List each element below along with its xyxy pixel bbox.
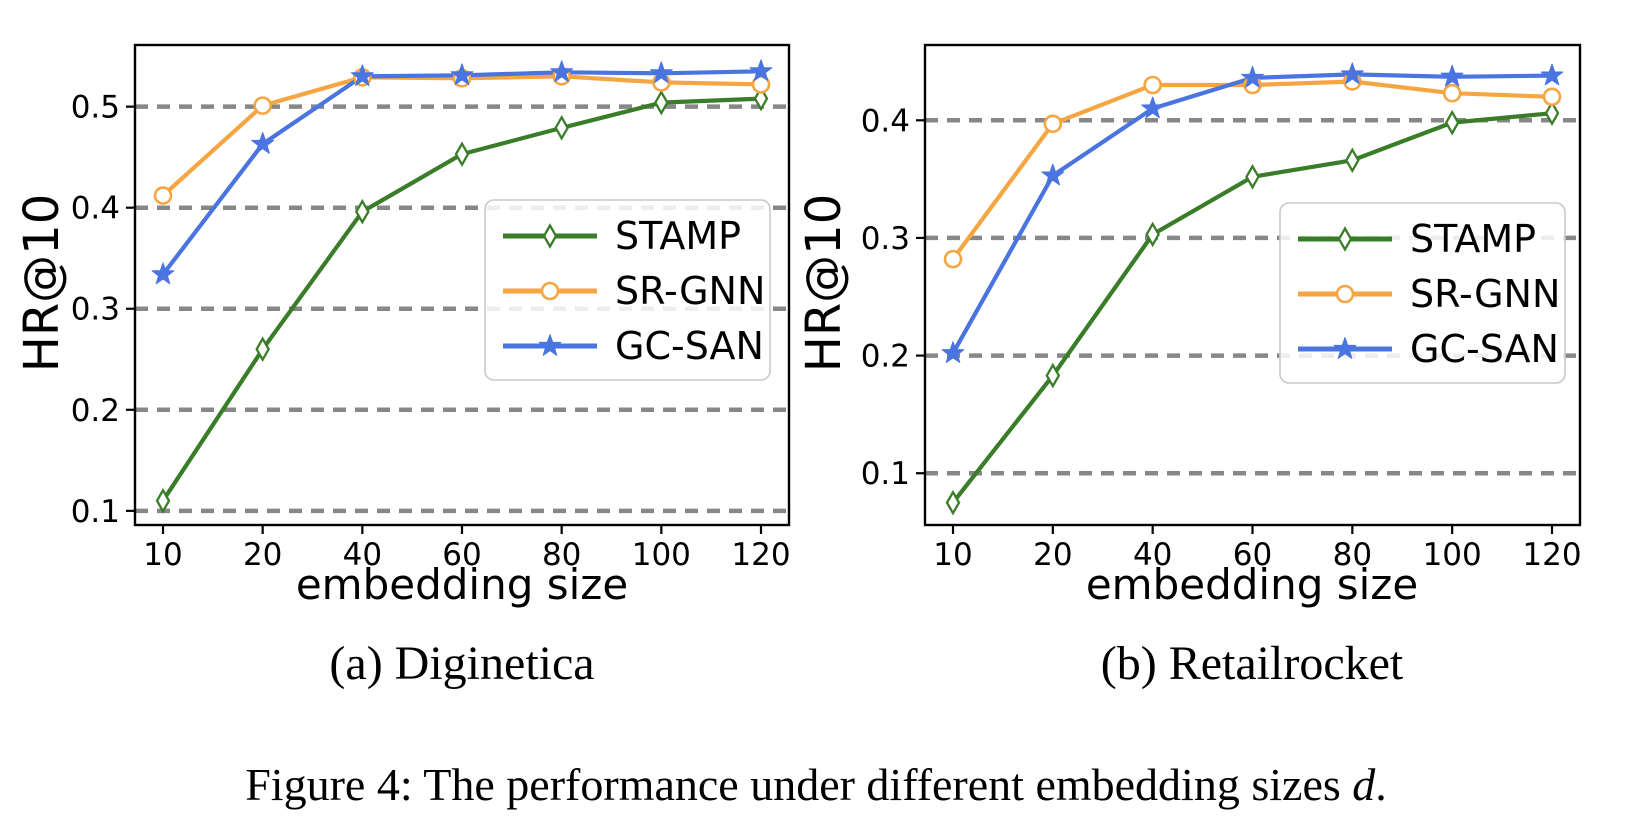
marker-star: [1333, 337, 1357, 359]
x-tick-label: 120: [1522, 537, 1581, 573]
panel-b: HR@10 10 20 40 60 80 100 120 0.1 0.2 0.3 0.4 STAMP S…: [796, 0, 1632, 836]
marker-diamond: [654, 89, 669, 116]
x-tick-label: 100: [632, 537, 691, 573]
marker-diamond: [1045, 362, 1061, 389]
x-axis-label-a: embedding size: [295, 560, 629, 609]
y-tick-label: 0.4: [861, 103, 910, 139]
marker-star: [1540, 63, 1564, 86]
marker-diamond: [1444, 109, 1460, 136]
x-tick-label: 100: [1423, 537, 1482, 573]
marker-diamond: [355, 198, 370, 225]
legend-label: STAMP: [1410, 217, 1536, 261]
marker-diamond: [945, 489, 961, 516]
marker-diamond: [1145, 221, 1160, 248]
x-tick-label: 40: [343, 537, 382, 573]
y-tick-label: 0.1: [71, 494, 120, 530]
y-tick-label: 0.1: [861, 456, 910, 492]
legend-box: [484, 199, 771, 381]
x-tick-label: 10: [933, 537, 972, 573]
marker-circle: [1143, 75, 1162, 95]
legend-label: GC-SAN: [615, 324, 764, 368]
subcaption-a: (a) Diginetica: [329, 637, 595, 690]
x-tick-label: 40: [1133, 537, 1172, 573]
x-tick-label: 10: [143, 537, 182, 573]
marker-diamond: [255, 336, 270, 362]
y-tick-label: 0.5: [71, 90, 120, 126]
line-chart-retailrocket: 10 20 40 60 80 100 120 0.1 0.2 0.3 0.4 STAMP SR-GNN G…: [861, 43, 1582, 573]
x-axis-label-b: embedding size: [1085, 560, 1419, 609]
marker-star: [350, 64, 374, 87]
marker-star: [550, 60, 574, 83]
x-tick-label: 60: [1233, 537, 1272, 573]
marker-circle: [253, 96, 272, 115]
marker-circle: [1043, 114, 1063, 134]
y-tick-label: 0.2: [861, 339, 910, 375]
marker-circle: [540, 281, 560, 301]
marker-diamond: [155, 487, 171, 514]
figure-caption-variable: d: [1352, 759, 1376, 810]
marker-diamond: [454, 141, 470, 167]
y-tick-label: 0.3: [71, 292, 120, 328]
marker-star: [649, 61, 673, 84]
marker-diamond: [1345, 147, 1360, 174]
marker-diamond: [1337, 226, 1353, 252]
marker-star: [749, 59, 773, 82]
panel-a: HR@10 10 20 40 60 80 100 120 0.1 0.2 0.3 0.4 0.5 STA…: [14, 43, 791, 690]
subcaption-b: (b) Retailrocket: [1100, 637, 1404, 690]
x-tick-label: 120: [731, 537, 790, 573]
line-chart-diginetica: 10 20 40 60 80 100 120 0.1 0.2 0.3 0.4 0.5 STAMP SR-G…: [71, 43, 791, 573]
marker-star: [251, 132, 275, 154]
marker-diamond: [753, 85, 769, 112]
y-tick-label: 0.3: [861, 221, 910, 257]
marker-star: [941, 341, 965, 363]
marker-star: [1041, 163, 1065, 186]
figure-caption-text: Figure 4: The performance under differen…: [245, 759, 1353, 810]
marker-star: [1440, 64, 1464, 87]
marker-circle: [1335, 284, 1355, 304]
x-tick-label: 20: [1033, 537, 1072, 573]
figure-caption: Figure 4: The performance under differen…: [245, 758, 1387, 811]
legend-label: STAMP: [615, 214, 741, 258]
x-tick-label: 20: [243, 537, 282, 573]
marker-diamond: [1544, 100, 1560, 127]
legend: STAMP SR-GNN GC-SAN: [484, 199, 771, 381]
marker-circle: [1442, 83, 1462, 103]
marker-star: [151, 262, 175, 285]
series-line-sr-gnn: [160, 74, 764, 198]
y-tick-label: 0.2: [71, 393, 120, 429]
marker-diamond: [542, 223, 558, 249]
legend-label: GC-SAN: [1410, 327, 1559, 371]
legend-box: [1279, 202, 1566, 384]
x-tick-label: 80: [542, 537, 581, 573]
marker-diamond: [554, 115, 569, 141]
marker-star: [538, 334, 562, 356]
marker-diamond: [1245, 163, 1260, 190]
legend-label: SR-GNN: [1410, 272, 1560, 316]
marker-circle: [1542, 87, 1562, 107]
x-tick-label: 60: [442, 537, 481, 573]
marker-star: [1340, 62, 1364, 85]
marker-circle: [153, 186, 173, 205]
legend: STAMP SR-GNN GC-SAN: [1279, 202, 1566, 384]
legend-label: SR-GNN: [615, 269, 765, 313]
marker-star: [450, 63, 474, 86]
figure-caption-period: .: [1375, 759, 1387, 810]
marker-star: [1141, 96, 1165, 119]
y-tick-label: 0.4: [71, 191, 120, 227]
marker-circle: [943, 249, 963, 269]
marker-star: [1241, 65, 1264, 88]
x-tick-label: 80: [1333, 537, 1372, 573]
